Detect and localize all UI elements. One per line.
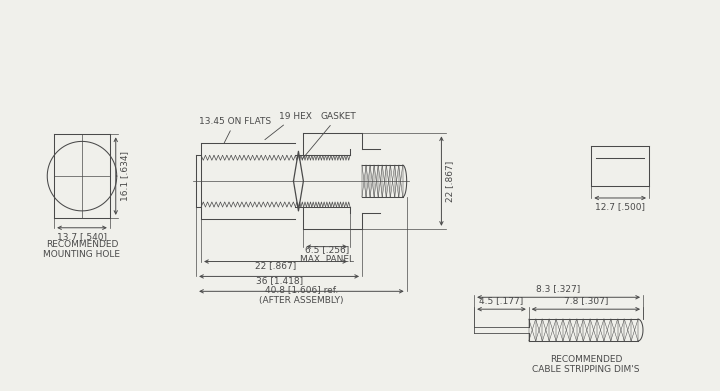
- Text: RECOMMENDED
CABLE STRIPPING DIM'S: RECOMMENDED CABLE STRIPPING DIM'S: [532, 355, 639, 374]
- Text: GASKET: GASKET: [302, 111, 356, 159]
- Text: 8.3 [.327]: 8.3 [.327]: [536, 284, 581, 293]
- Text: 13.7 [.540]: 13.7 [.540]: [57, 232, 107, 241]
- Text: 19 HEX: 19 HEX: [265, 111, 312, 140]
- Text: 7.8 [.307]: 7.8 [.307]: [564, 296, 608, 305]
- Text: 36 [1.418]: 36 [1.418]: [256, 276, 302, 285]
- Text: RECOMMENDED
MOUNTING HOLE: RECOMMENDED MOUNTING HOLE: [43, 240, 120, 259]
- Text: 6.5 [.256]
MAX. PANEL: 6.5 [.256] MAX. PANEL: [300, 245, 354, 264]
- Text: 22 [.867]: 22 [.867]: [255, 261, 296, 270]
- Text: 12.7 [.500]: 12.7 [.500]: [595, 202, 645, 211]
- Text: 22 [.867]: 22 [.867]: [446, 160, 454, 202]
- Text: 4.5 [.177]: 4.5 [.177]: [480, 296, 523, 305]
- Text: 13.45 ON FLATS: 13.45 ON FLATS: [199, 117, 271, 143]
- Text: 40.8 [1.606] ref.
(AFTER ASSEMBLY): 40.8 [1.606] ref. (AFTER ASSEMBLY): [259, 285, 343, 305]
- Text: 16.1 [.634]: 16.1 [.634]: [120, 151, 129, 201]
